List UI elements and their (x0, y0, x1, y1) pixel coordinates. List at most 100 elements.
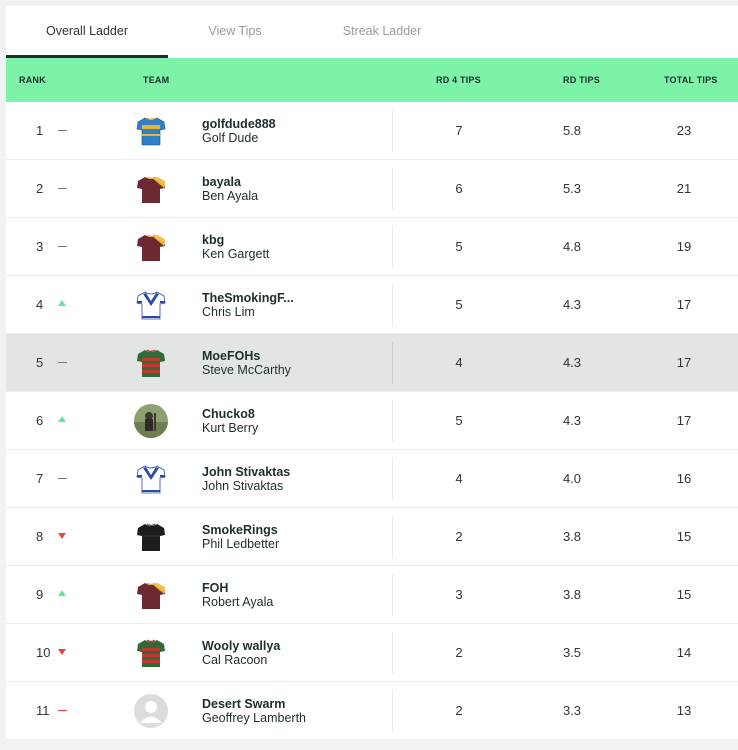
team-avatar-jersey-blue-gold-icon[interactable] (134, 114, 168, 148)
team-avatar-default-user-icon[interactable] (134, 694, 168, 728)
rd-tips-value: 5.3 (562, 181, 582, 196)
rd-tips-value: 3.3 (562, 703, 582, 718)
tab-view-tips[interactable]: View Tips (208, 24, 262, 38)
rd4-tips-value: 2 (455, 703, 463, 718)
table-row[interactable]: 2 bayala Ben Ayala 6 5.3 21 (6, 160, 738, 218)
team-username[interactable]: kbg (202, 233, 225, 247)
total-tips-value: 15 (676, 529, 692, 544)
team-username[interactable]: bayala (202, 175, 241, 189)
rd4-tips-value: 6 (455, 181, 463, 196)
rank-movement-same-icon (58, 334, 70, 391)
table-row[interactable]: 1 golfdude888 Golf Dude 7 5.8 23 (6, 102, 738, 160)
column-divider (392, 458, 393, 500)
rd4-tips-value: 4 (455, 471, 463, 486)
team-full-name: Ken Gargett (202, 247, 270, 261)
team-full-name: Chris Lim (202, 305, 255, 319)
column-divider (392, 400, 393, 442)
column-divider (392, 632, 393, 674)
total-tips-value: 13 (676, 703, 692, 718)
table-row[interactable]: 4 TheSmokingF... Chris Lim 5 4.3 17 (6, 276, 738, 334)
rank-value: 2 (36, 181, 44, 196)
column-divider (392, 284, 393, 326)
total-tips-value: 15 (676, 587, 692, 602)
rd4-tips-value: 7 (455, 123, 463, 138)
header-rd4-tips[interactable]: RD 4 TIPS (436, 75, 481, 85)
team-full-name: Cal Racoon (202, 653, 268, 667)
rank-movement-same-icon (58, 450, 70, 507)
team-avatar-jersey-green-red-icon[interactable] (134, 346, 168, 380)
table-row[interactable]: 11 Desert Swarm Geoffrey Lamberth 2 3.3 13 (6, 682, 738, 740)
rd-tips-value: 3.5 (562, 645, 582, 660)
team-username[interactable]: Wooly wallya (202, 639, 281, 653)
rd-tips-value: 5.8 (562, 123, 582, 138)
rd4-tips-value: 2 (455, 529, 463, 544)
team-avatar-jersey-maroon-gold-icon[interactable] (134, 230, 168, 264)
rank-movement-same-icon (58, 102, 70, 159)
table-row[interactable]: 7 John Stivaktas John Stivaktas 4 4.0 16 (6, 450, 738, 508)
header-rank[interactable]: RANK (19, 75, 46, 85)
team-avatar-jersey-maroon-gold-icon[interactable] (134, 578, 168, 612)
team-username[interactable]: Chucko8 (202, 407, 255, 421)
team-avatar-jersey-black-icon[interactable] (134, 520, 168, 554)
total-tips-value: 17 (676, 355, 692, 370)
team-avatar-jersey-white-blue-v-icon[interactable] (134, 462, 168, 496)
team-full-name: Geoffrey Lamberth (202, 711, 306, 725)
total-tips-value: 17 (676, 413, 692, 428)
table-row[interactable]: 3 kbg Ken Gargett 5 4.8 19 (6, 218, 738, 276)
table-row[interactable]: 9 FOH Robert Ayala 3 3.8 15 (6, 566, 738, 624)
table-row[interactable]: 8 SmokeRings Phil Ledbetter 2 3.8 15 (6, 508, 738, 566)
column-divider (392, 226, 393, 268)
team-username[interactable]: SmokeRings (202, 523, 278, 537)
rank-value: 5 (36, 355, 44, 370)
team-username[interactable]: golfdude888 (202, 117, 276, 131)
team-username[interactable]: TheSmokingF... (202, 291, 294, 305)
column-divider (392, 342, 393, 384)
header-rd-tips[interactable]: RD TIPS (563, 75, 600, 85)
team-username[interactable]: FOH (202, 581, 229, 595)
header-team[interactable]: TEAM (143, 75, 170, 85)
rank-value: 11 (36, 703, 50, 718)
rank-value: 10 (36, 645, 51, 660)
rd4-tips-value: 5 (455, 297, 463, 312)
tab-overall-ladder[interactable]: Overall Ladder (6, 6, 168, 58)
rd-tips-value: 3.8 (562, 587, 582, 602)
rank-value: 4 (36, 297, 44, 312)
total-tips-value: 14 (676, 645, 692, 660)
rank-value: 9 (36, 587, 44, 602)
total-tips-value: 19 (676, 239, 692, 254)
team-full-name: Phil Ledbetter (202, 537, 280, 551)
team-username[interactable]: MoeFOHs (202, 349, 261, 363)
rd-tips-value: 4.8 (562, 239, 582, 254)
ladder-card: Overall Ladder View Tips Streak Ladder R… (6, 6, 738, 740)
team-username[interactable]: John Stivaktas (202, 465, 291, 479)
rank-movement-down-icon (58, 624, 70, 681)
table-row[interactable]: 5 MoeFOHs Steve McCarthy 4 4.3 17 (6, 334, 738, 392)
team-full-name: Ben Ayala (202, 189, 259, 203)
column-divider (392, 516, 393, 558)
rank-movement-same-icon (58, 218, 70, 275)
rd4-tips-value: 5 (455, 239, 463, 254)
column-divider (392, 690, 393, 732)
team-username[interactable]: Desert Swarm (202, 697, 286, 711)
rd-tips-value: 4.3 (562, 413, 582, 428)
team-avatar-jersey-green-red-icon[interactable] (134, 636, 168, 670)
team-full-name: John Stivaktas (202, 479, 284, 493)
ladder-tabs: Overall Ladder View Tips Streak Ladder (6, 6, 738, 58)
rank-value: 3 (36, 239, 44, 254)
team-avatar-jersey-maroon-gold-icon[interactable] (134, 172, 168, 206)
team-full-name: Steve McCarthy (202, 363, 291, 377)
rd4-tips-value: 3 (455, 587, 463, 602)
team-full-name: Kurt Berry (202, 421, 259, 435)
team-avatar-photo-avatar-icon[interactable] (134, 404, 168, 438)
table-row[interactable]: 10 Wooly wallya Cal Racoon 2 3.5 14 (6, 624, 738, 682)
team-full-name: Golf Dude (202, 131, 259, 145)
team-avatar-jersey-white-blue-v-icon[interactable] (134, 288, 168, 322)
column-divider (392, 168, 393, 210)
header-total-tips[interactable]: TOTAL TIPS (664, 75, 718, 85)
table-header: RANK TEAM RD 4 TIPS RD TIPS TOTAL TIPS (6, 58, 738, 102)
rank-value: 8 (36, 529, 44, 544)
table-row[interactable]: 6 Chucko8 Kurt Berry 5 4.3 17 (6, 392, 738, 450)
tab-streak-ladder[interactable]: Streak Ladder (342, 24, 422, 38)
rank-value: 6 (36, 413, 44, 428)
total-tips-value: 16 (676, 471, 692, 486)
